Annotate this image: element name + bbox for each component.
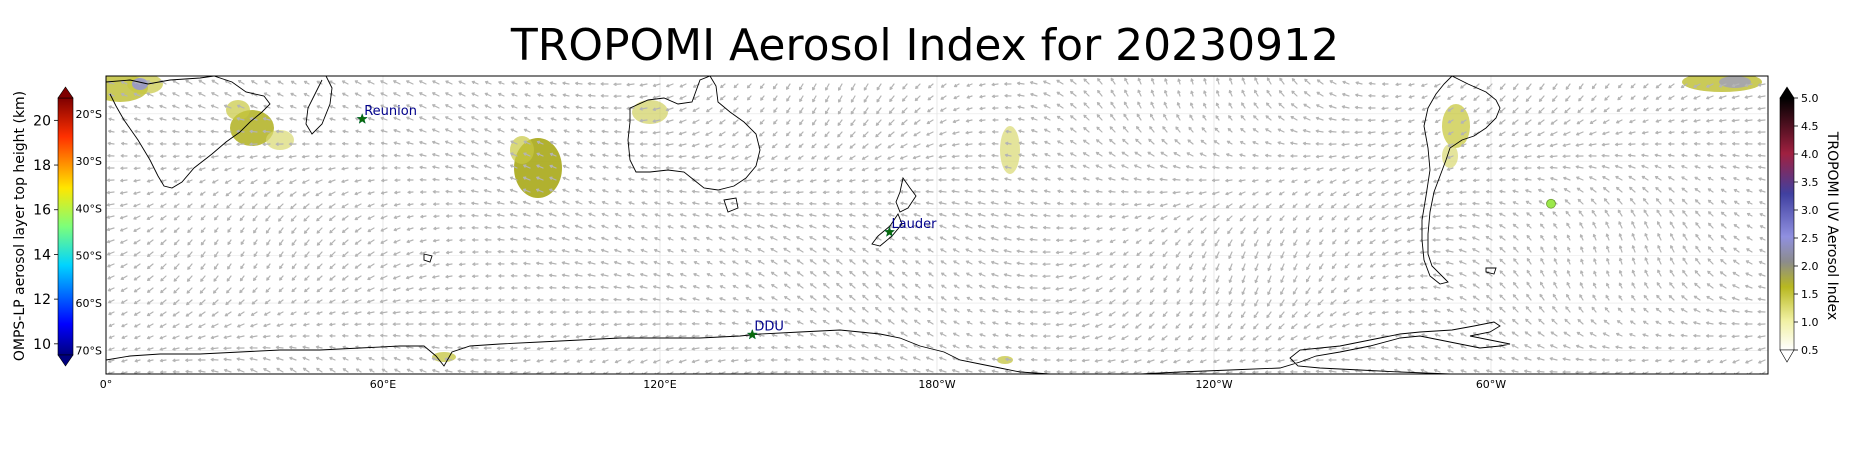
coastlines (106, 76, 1511, 374)
right-colorbar-gradient (1779, 97, 1795, 351)
right-colorbar-tick: 1.5 (1801, 288, 1819, 301)
coastline-new-zealand-north (895, 176, 917, 213)
site-markers: Reunion Lauder DDU (356, 104, 937, 340)
left-colorbar-tick: 20 (33, 113, 51, 129)
right-colorbar-tick: 1.0 (1801, 316, 1819, 329)
coastline-antarctica (106, 321, 1511, 374)
site-label-lauder: Lauder (891, 217, 937, 232)
left-colorbar-tick: 12 (33, 292, 51, 308)
coastline-new-zealand-south (871, 213, 903, 247)
coastline-south-america (1421, 76, 1501, 285)
right-colorbar-label: TROPOMI UV Aerosol Index (1824, 131, 1840, 320)
site-label-reunion: Reunion (364, 104, 417, 119)
lon-tick-label: 120°W (1195, 378, 1232, 391)
lat-tick-label: 70°S (76, 344, 102, 357)
lon-tick-label: 120°E (643, 378, 676, 391)
page-title: TROPOMI Aerosol Index for 20230912 (510, 20, 1340, 71)
left-colorbar-tick: 16 (33, 203, 51, 219)
right-colorbar-tick: 0.5 (1801, 344, 1819, 357)
site-star-reunion (356, 113, 368, 124)
right-colorbar-tick: 4.5 (1801, 120, 1819, 133)
map-panel: 0° 60°E 120°E 180°W 120°W 60°W 20°S 30°S 40°S 50… (76, 75, 1769, 391)
coastline-kerguelen (423, 253, 433, 263)
left-colorbar-tick: 14 (33, 247, 51, 263)
omps-aerosol-point (1546, 198, 1556, 209)
coastline-tasmania (723, 197, 739, 213)
right-colorbar-tick: 2.5 (1801, 232, 1819, 245)
left-colorbar-max-extend (57, 86, 74, 99)
lat-tick-label: 40°S (76, 202, 102, 215)
right-colorbar: 0.5 1.0 1.5 2.0 2.5 3.0 3.5 4.0 4.5 5.0 TROPOMI U… (1779, 86, 1840, 363)
lat-tick-label: 50°S (76, 250, 102, 263)
map-frame (105, 75, 1769, 375)
right-colorbar-tick: 3.5 (1801, 176, 1819, 189)
site-star-ddu (746, 328, 758, 340)
right-colorbar-min-extend (1779, 349, 1795, 363)
left-colorbar-label: OMPS-LP aerosol layer top height (km) (12, 91, 28, 361)
right-colorbar-tick: 2.0 (1801, 260, 1819, 273)
lon-tick-label: 0° (100, 378, 113, 391)
lon-tick-label: 60°W (1476, 378, 1506, 391)
left-colorbar-tick: 18 (33, 158, 51, 174)
lon-tick-label: 60°E (370, 378, 396, 391)
right-colorbar-tick: 4.0 (1801, 148, 1819, 161)
left-colorbar: 10 12 14 16 18 20 OMPS-LP aerosol layer top h… (12, 86, 74, 367)
wind-vector-field (106, 77, 1766, 374)
site-star-lauder (883, 226, 896, 237)
left-colorbar-min-extend (57, 354, 74, 367)
left-colorbar-gradient (57, 97, 74, 356)
latitude-ticks: 20°S 30°S 40°S 50°S 60°S 70°S (76, 108, 102, 358)
left-colorbar-tick: 10 (33, 337, 51, 353)
coastline-australia (627, 76, 761, 191)
lat-tick-label: 30°S (76, 155, 102, 168)
lat-tick-label: 60°S (76, 297, 102, 310)
coastline-madagascar (305, 76, 333, 135)
right-colorbar-tick: 5.0 (1801, 92, 1819, 105)
coastline-africa (106, 76, 271, 189)
lat-tick-label: 20°S (76, 108, 102, 121)
lon-tick-label: 180°W (918, 378, 955, 391)
right-colorbar-max-extend (1779, 86, 1795, 99)
site-label-ddu: DDU (754, 320, 784, 335)
coastline-falklands (1485, 267, 1497, 275)
longitude-ticks: 0° 60°E 120°E 180°W 120°W 60°W (100, 378, 1507, 391)
right-colorbar-tick: 3.0 (1801, 204, 1819, 217)
